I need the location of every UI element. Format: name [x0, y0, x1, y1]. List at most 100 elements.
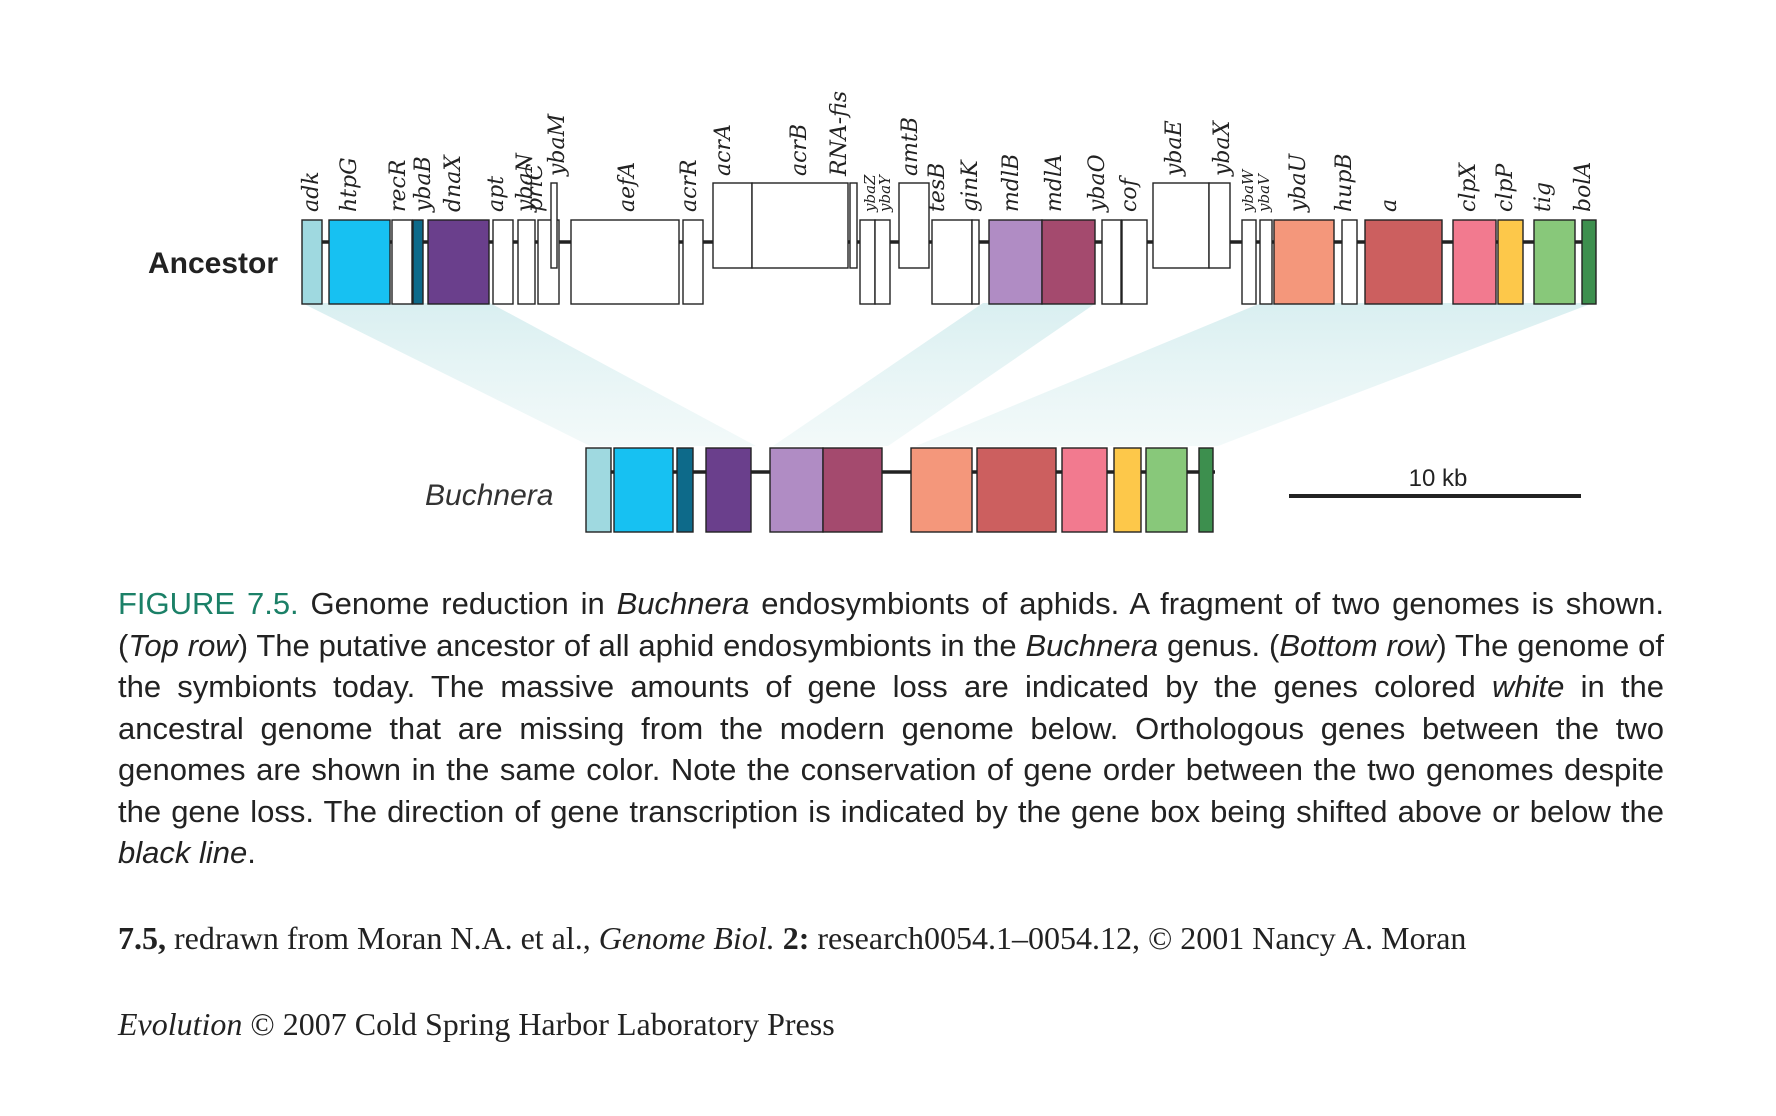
orthology-band-1	[302, 303, 756, 446]
ancestor-gene-box-apt	[492, 219, 514, 305]
ancestor-gene-label-ybay: ybaY	[876, 173, 894, 213]
ancestor-gene-label-ybaz: ybaZ	[861, 174, 879, 213]
caption-text: in the ancestral genome that are missing…	[118, 669, 1664, 829]
ancestor-gene-box-yban	[517, 219, 536, 305]
ancestor-gene-box-aefa	[570, 219, 680, 305]
ancestor-gene-box-tig	[1533, 219, 1576, 305]
copyright-text: © 2007 Cold Spring Harbor Laboratory Pre…	[242, 1006, 835, 1042]
genome-diagram: Ancestor Buchnera adk htpG recR ybaB dnaX apt…	[148, 91, 1597, 533]
caption-italic: Buchnera	[1025, 627, 1159, 663]
ancestor-gene-label-ybaw: ybaW	[1239, 168, 1257, 213]
credit-text: research0054.1–0054.12, © 2001 Nancy A. …	[809, 920, 1467, 956]
ancestor-gene-label-acrb: acrB	[787, 124, 812, 176]
ancestor-gene-label-ybav: ybaV	[1255, 172, 1273, 213]
ancestor-gene-box-dnax	[427, 219, 490, 305]
ancestor-gene-box-adk	[301, 219, 323, 305]
orthology-band-3	[916, 303, 1593, 446]
buchnera-gene-box-clpx	[1061, 447, 1108, 533]
ancestor-gene-box-acra	[712, 182, 753, 269]
ancestor-gene-label-aefa: aefA	[615, 162, 640, 212]
buchnera-gene-box-ybau	[910, 447, 973, 533]
ancestor-gene-label-ybam: ybaM	[545, 113, 570, 177]
ancestor-gene-label-htpg: htpG	[337, 157, 362, 212]
ancestor-gene-label-mdla: mdlA	[1042, 154, 1067, 212]
ancestor-gene-box-mdla	[1041, 219, 1096, 305]
buchnera-gene-box-mdlb	[769, 447, 824, 533]
caption-text: .	[247, 835, 256, 870]
ancestor-gene-box-htpg	[328, 219, 391, 305]
ancestor-gene-label-yban: ybaN	[513, 152, 538, 213]
ancestor-gene-label-mdlb: mdlB	[999, 154, 1024, 212]
ancestor-gene-label-apt: apt	[484, 176, 509, 212]
buchnera-gene-box-a	[976, 447, 1057, 533]
ancestor-gene-boxes	[301, 182, 1597, 305]
ancestor-gene-box-recr	[391, 219, 413, 305]
ancestor-gene-box-ybax	[1208, 182, 1231, 269]
ancestor-gene-label-adk: adk	[299, 171, 324, 212]
ancestor-gene-box-ybau	[1273, 219, 1335, 305]
ancestor-gene-label-acrr: acrR	[677, 159, 702, 212]
caption-text: endosymbionts of aphids. A fragment of t…	[118, 586, 1664, 663]
buchnera-gene-box-ybab	[676, 447, 694, 533]
ancestor-gene-label-cof: cof	[1117, 174, 1142, 212]
buchnera-gene-box-htpg	[613, 447, 674, 533]
credit-volume: 2:	[774, 920, 810, 956]
ancestor-gene-box-ybae	[1152, 182, 1210, 269]
ancestor-gene-label-bola: bolA	[1571, 162, 1596, 212]
ancestor-gene-box-ybab	[412, 219, 424, 305]
ancestor-gene-box-amtb	[898, 182, 930, 269]
scale-bar-label: 10 kb	[1409, 465, 1468, 492]
ancestor-gene-label-a: a	[1377, 199, 1402, 212]
ancestor-gene-box-mdlb	[988, 219, 1043, 305]
buchnera-gene-box-clpp	[1113, 447, 1142, 533]
caption-text: ) The genome of the symbionts today. The…	[118, 627, 1665, 705]
caption-italic: Top row	[128, 627, 238, 663]
buchnera-row-label: Buchnera	[425, 479, 553, 512]
ancestor-gene-box-ybaz	[859, 219, 876, 305]
ancestor-gene-box-hupb	[1341, 219, 1358, 305]
caption-italic: Buchnera	[616, 586, 750, 621]
ancestor-gene-box-cof	[1121, 219, 1148, 305]
ancestor-gene-label-recr: recR	[386, 160, 411, 212]
ancestor-gene-label-ybau: ybaU	[1286, 152, 1311, 213]
ancestor-gene-box-acrr	[682, 219, 704, 305]
credit-figure-number: 7.5,	[118, 920, 166, 956]
caption-text: ) The putative ancestor of all aphid end…	[237, 627, 1026, 663]
ancestor-gene-label-clpp: clpP	[1493, 163, 1518, 212]
ancestor-gene-label-gink: ginK	[958, 159, 983, 212]
ancestor-gene-box-rna-fis	[849, 182, 858, 269]
caption-text: Genome reduction in	[298, 586, 617, 621]
buchnera-gene-box-bola	[1198, 447, 1214, 533]
ancestor-gene-box-gink	[971, 219, 980, 305]
ancestor-gene-label-pric: priC	[523, 163, 548, 212]
ancestor-gene-label-tesb: tesB	[925, 163, 950, 212]
figure-number: FIGURE 7.5.	[118, 586, 299, 621]
ancestor-gene-box-tesb	[931, 219, 973, 305]
ancestor-gene-label-dnax: dnaX	[441, 154, 466, 212]
ancestor-row-label: Ancestor	[148, 247, 278, 280]
ancestor-gene-label-ybab: ybaB	[411, 156, 436, 213]
ancestor-gene-box-ybay	[874, 219, 891, 305]
ancestor-gene-box-a	[1364, 219, 1443, 305]
ancestor-gene-label-rna-fis: RNA-fis	[827, 91, 852, 177]
orthology-bands	[302, 303, 1593, 446]
caption-text: genus. (	[1158, 627, 1280, 663]
figure-caption: FIGURE 7.5. Genome reduction in Buchnera…	[118, 583, 1664, 874]
ancestor-gene-label-amtb: amtB	[898, 117, 923, 176]
ancestor-gene-box-ybaw	[1241, 219, 1257, 305]
credit-journal: Genome Biol.	[598, 920, 775, 956]
copyright-book-title: Evolution	[118, 1006, 243, 1042]
buchnera-gene-box-adk	[585, 447, 612, 533]
ancestor-gene-box-ybam	[550, 182, 558, 269]
credit-text: redrawn from Moran N.A. et al.,	[166, 920, 599, 956]
caption-italic: Bottom row	[1279, 627, 1437, 663]
buchnera-gene-box-tig	[1145, 447, 1188, 533]
caption-italic: white	[1492, 669, 1565, 704]
ancestor-gene-label-ybae: ybaE	[1162, 120, 1187, 177]
ancestor-gene-label-ybao: ybaO	[1085, 154, 1110, 213]
buchnera-gene-box-dnax	[705, 447, 752, 533]
ancestor-gene-label-hupb: hupB	[1332, 153, 1357, 212]
ancestor-gene-box-ybav	[1259, 219, 1273, 305]
